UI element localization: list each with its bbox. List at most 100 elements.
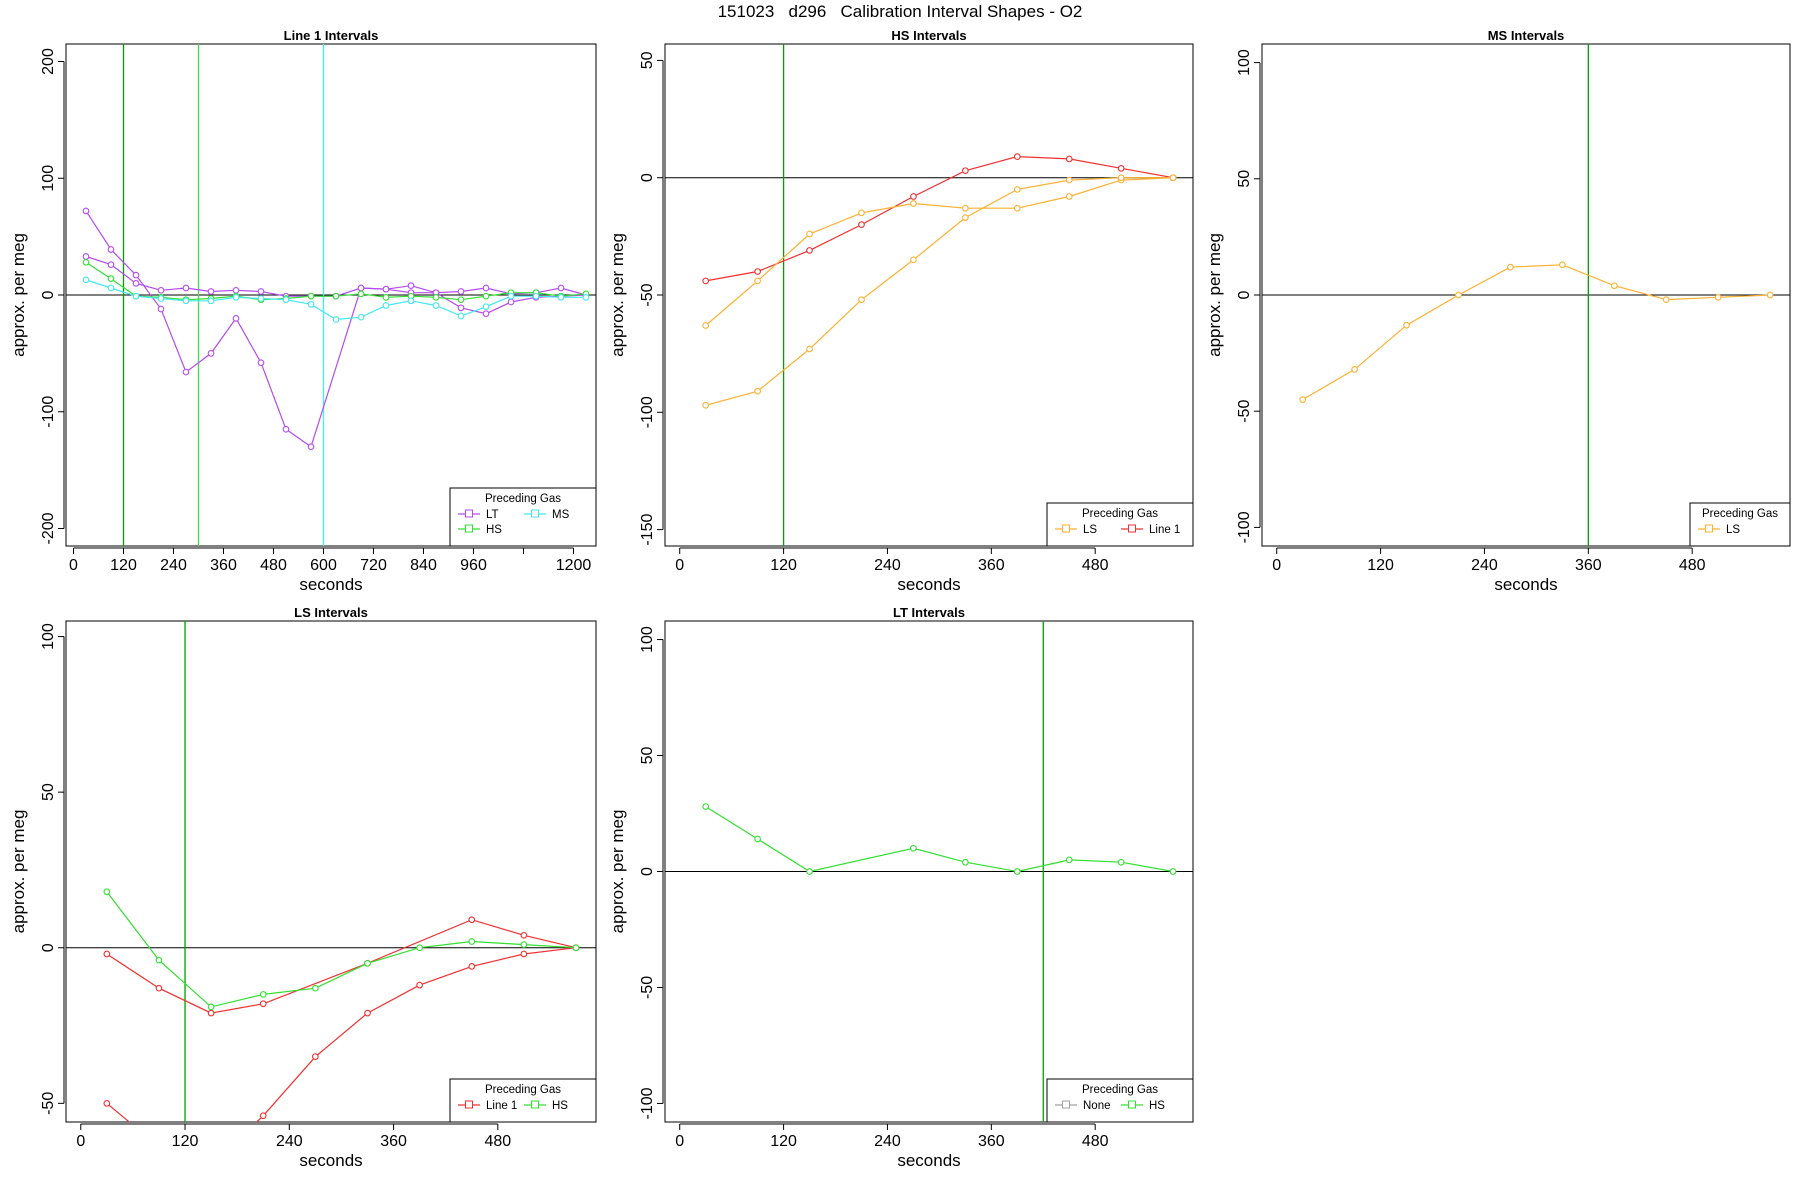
data-point xyxy=(1117,174,1125,182)
data-point xyxy=(1662,296,1670,303)
data-point xyxy=(107,275,115,283)
data-point xyxy=(416,981,423,989)
y-tick-label: -50 xyxy=(639,976,656,999)
data-point xyxy=(1013,204,1021,212)
x-axis-label: seconds xyxy=(1494,575,1557,594)
data-point xyxy=(754,835,761,843)
data-point xyxy=(103,1099,111,1107)
data-point xyxy=(1455,291,1462,299)
data-point xyxy=(157,295,165,302)
x-tick-label: 840 xyxy=(410,557,437,574)
data-point xyxy=(1766,291,1774,299)
x-tick-label: 120 xyxy=(770,557,797,574)
legend-swatch-marker xyxy=(1062,1100,1070,1109)
data-point xyxy=(1013,153,1021,160)
data-point xyxy=(364,1009,371,1017)
y-tick-label: 0 xyxy=(1236,290,1253,299)
data-point xyxy=(702,277,710,285)
data-point xyxy=(1013,868,1021,875)
legend-swatch-marker xyxy=(465,1100,473,1109)
y-axis-label: approx. per meg xyxy=(9,810,28,934)
panel-4: LS Intervals seconds approx. per meg 0 120 24… xyxy=(9,605,597,1170)
data-point xyxy=(432,293,440,301)
x-tick-label: 0 xyxy=(675,1133,684,1150)
data-point xyxy=(82,207,90,215)
data-point xyxy=(468,963,476,970)
data-point xyxy=(858,209,865,217)
data-point xyxy=(962,204,969,212)
data-point xyxy=(207,1009,215,1017)
plot-area xyxy=(665,44,1193,546)
data-point xyxy=(468,916,476,924)
x-tick-label: 240 xyxy=(160,557,187,574)
data-point xyxy=(507,298,515,306)
x-axis-label: seconds xyxy=(299,575,362,594)
data-point xyxy=(520,941,528,948)
data-point xyxy=(257,295,265,302)
data-point xyxy=(382,293,390,301)
data-point xyxy=(407,282,415,290)
x-tick-label: 240 xyxy=(874,557,901,574)
y-tick-label: -100 xyxy=(1236,511,1253,543)
legend-title: Preceding Gas xyxy=(485,1084,561,1096)
data-point xyxy=(103,888,111,896)
data-point xyxy=(1351,366,1358,373)
legend-title: Preceding Gas xyxy=(485,493,561,505)
panel-1: Line 1 Intervals seconds approx. per meg 0 1… xyxy=(9,28,597,594)
x-axis-label: seconds xyxy=(299,1151,362,1170)
y-tick-label: -100 xyxy=(639,1087,656,1119)
panel-title: LT Intervals xyxy=(893,605,965,620)
legend-label: LS xyxy=(1726,524,1740,536)
y-tick-label: 200 xyxy=(40,48,57,75)
y-tick-label: 0 xyxy=(639,867,656,876)
x-tick-label: 120 xyxy=(110,557,137,574)
legend: Preceding Gas LT MS HS xyxy=(449,487,597,547)
y-tick-label: 100 xyxy=(639,626,656,653)
legend-entry: None xyxy=(1055,1100,1111,1112)
data-point xyxy=(962,858,969,866)
series-line-1 xyxy=(702,153,1177,285)
page-title: 151023 d296 Calibration Interval Shapes … xyxy=(717,2,1083,21)
x-tick-label: 120 xyxy=(172,1133,199,1150)
y-tick-label: -100 xyxy=(639,396,656,428)
data-point xyxy=(364,959,371,967)
data-point xyxy=(1065,193,1073,200)
data-point xyxy=(754,268,761,275)
data-point xyxy=(754,277,761,285)
data-point xyxy=(207,288,215,295)
data-point xyxy=(754,387,761,395)
data-point xyxy=(312,1053,319,1061)
legend-label: HS xyxy=(486,524,502,536)
x-tick-label: 360 xyxy=(210,557,237,574)
legend-entry: HS xyxy=(524,1100,568,1112)
series-line xyxy=(705,155,1174,282)
series-ms xyxy=(82,276,590,323)
legend-swatch-marker xyxy=(531,509,539,518)
data-point xyxy=(232,314,240,322)
plot-frame xyxy=(664,43,1194,547)
data-point xyxy=(257,359,265,367)
data-point xyxy=(132,271,140,279)
legend-box xyxy=(1046,502,1194,547)
data-point xyxy=(457,312,465,320)
data-point xyxy=(307,292,315,300)
legend-label: LT xyxy=(486,509,499,521)
legend-entry: HS xyxy=(1121,1100,1165,1112)
y-tick-label: 50 xyxy=(639,51,656,69)
data-point xyxy=(557,293,565,301)
data-point xyxy=(806,230,813,238)
data-point xyxy=(107,261,115,268)
data-point xyxy=(457,296,465,304)
data-point xyxy=(482,303,490,311)
data-point xyxy=(332,292,340,300)
data-point xyxy=(357,313,365,321)
legend-entry: HS xyxy=(458,524,502,536)
data-point xyxy=(1403,321,1410,329)
y-tick-label: 50 xyxy=(639,747,656,765)
data-point xyxy=(407,297,415,305)
series-ls xyxy=(702,174,1177,409)
legend-swatch-marker xyxy=(1128,524,1136,533)
plot-area xyxy=(66,44,596,546)
data-point xyxy=(702,803,710,810)
series-hs xyxy=(702,803,1177,875)
